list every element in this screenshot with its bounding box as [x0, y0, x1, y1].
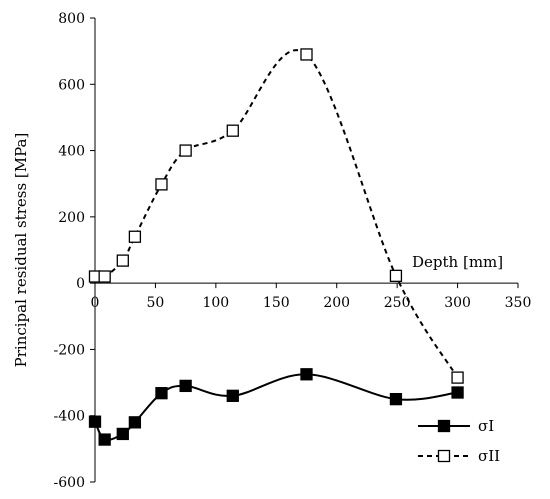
series-2-point-3: [116, 254, 129, 267]
x-axis-tick-labels: 0 50 100 150 200 250 300 350: [91, 295, 532, 311]
legend-sigma1-label: σI: [478, 417, 494, 435]
series-1-point-2: [98, 433, 111, 446]
y-axis-label: Principal residual stress [MPa]: [12, 133, 30, 368]
series-1-point-10: [451, 386, 464, 399]
x-axis-label: Depth [mm]: [412, 253, 503, 271]
series-2-point-4: [128, 230, 142, 243]
series-2-point-2: [98, 270, 111, 283]
y-tick-label: 600: [58, 77, 85, 93]
x-tick-label: 300: [444, 295, 471, 311]
x-tick-label: 150: [263, 295, 290, 311]
legend: σI σII: [418, 417, 500, 465]
y-tick-label: -400: [54, 409, 85, 425]
x-tick-label: 50: [147, 295, 165, 311]
x-tick-label: 250: [384, 295, 411, 311]
series-2-point-6: [179, 144, 192, 157]
legend-sigma1-marker: [437, 419, 451, 433]
series-2-point-7: [226, 124, 239, 137]
series-1-point-1: [88, 415, 102, 428]
legend-sigma2-marker: [437, 449, 451, 463]
y-tick-label: 800: [58, 11, 85, 27]
plot-area: [88, 17, 519, 483]
x-tick-label: 350: [505, 295, 532, 311]
series-line-1: [94, 373, 458, 442]
series-1-point-4: [128, 416, 142, 429]
series-1-point-7: [226, 389, 239, 402]
x-tick-label: 200: [323, 295, 350, 311]
x-tick-label: 100: [202, 295, 229, 311]
series-1-point-8: [300, 368, 313, 381]
y-tick-label: 400: [58, 144, 85, 160]
series-2-point-5: [155, 178, 168, 191]
y-axis-tick-labels: -600 -400 -200 0 200 400 600 800: [54, 11, 85, 491]
y-tick-label: -200: [54, 342, 85, 358]
series-2-point-8: [300, 48, 313, 61]
series-1-point-6: [179, 379, 192, 393]
y-tick-label: 200: [58, 210, 85, 226]
x-tick-label: 0: [91, 295, 100, 311]
series-1-point-3: [116, 427, 129, 441]
series-2-point-9: [389, 269, 403, 283]
y-tick-label: -600: [54, 475, 85, 491]
legend-sigma2-label: σII: [478, 447, 500, 465]
series-line-2: [94, 49, 459, 379]
series-1-point-5: [155, 387, 168, 400]
y-tick-label: 0: [76, 276, 85, 292]
series-2-point-10: [451, 371, 464, 384]
series-1-point-9: [389, 392, 403, 406]
